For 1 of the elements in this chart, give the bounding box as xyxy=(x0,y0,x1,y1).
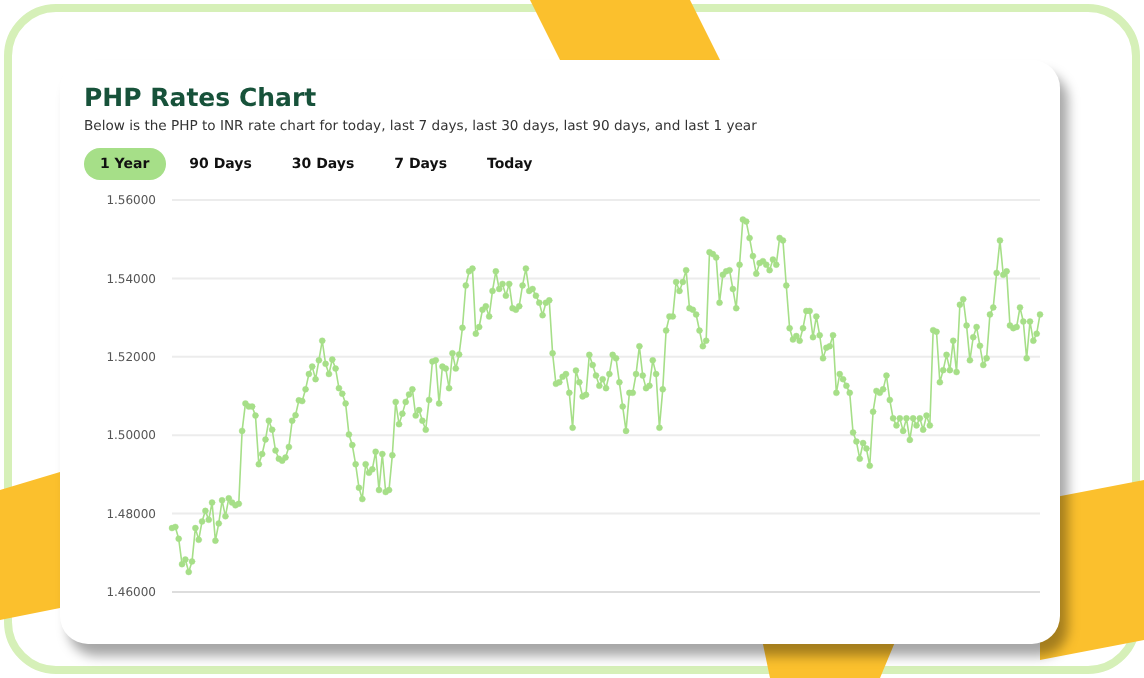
chart-title: PHP Rates Chart xyxy=(84,82,317,112)
